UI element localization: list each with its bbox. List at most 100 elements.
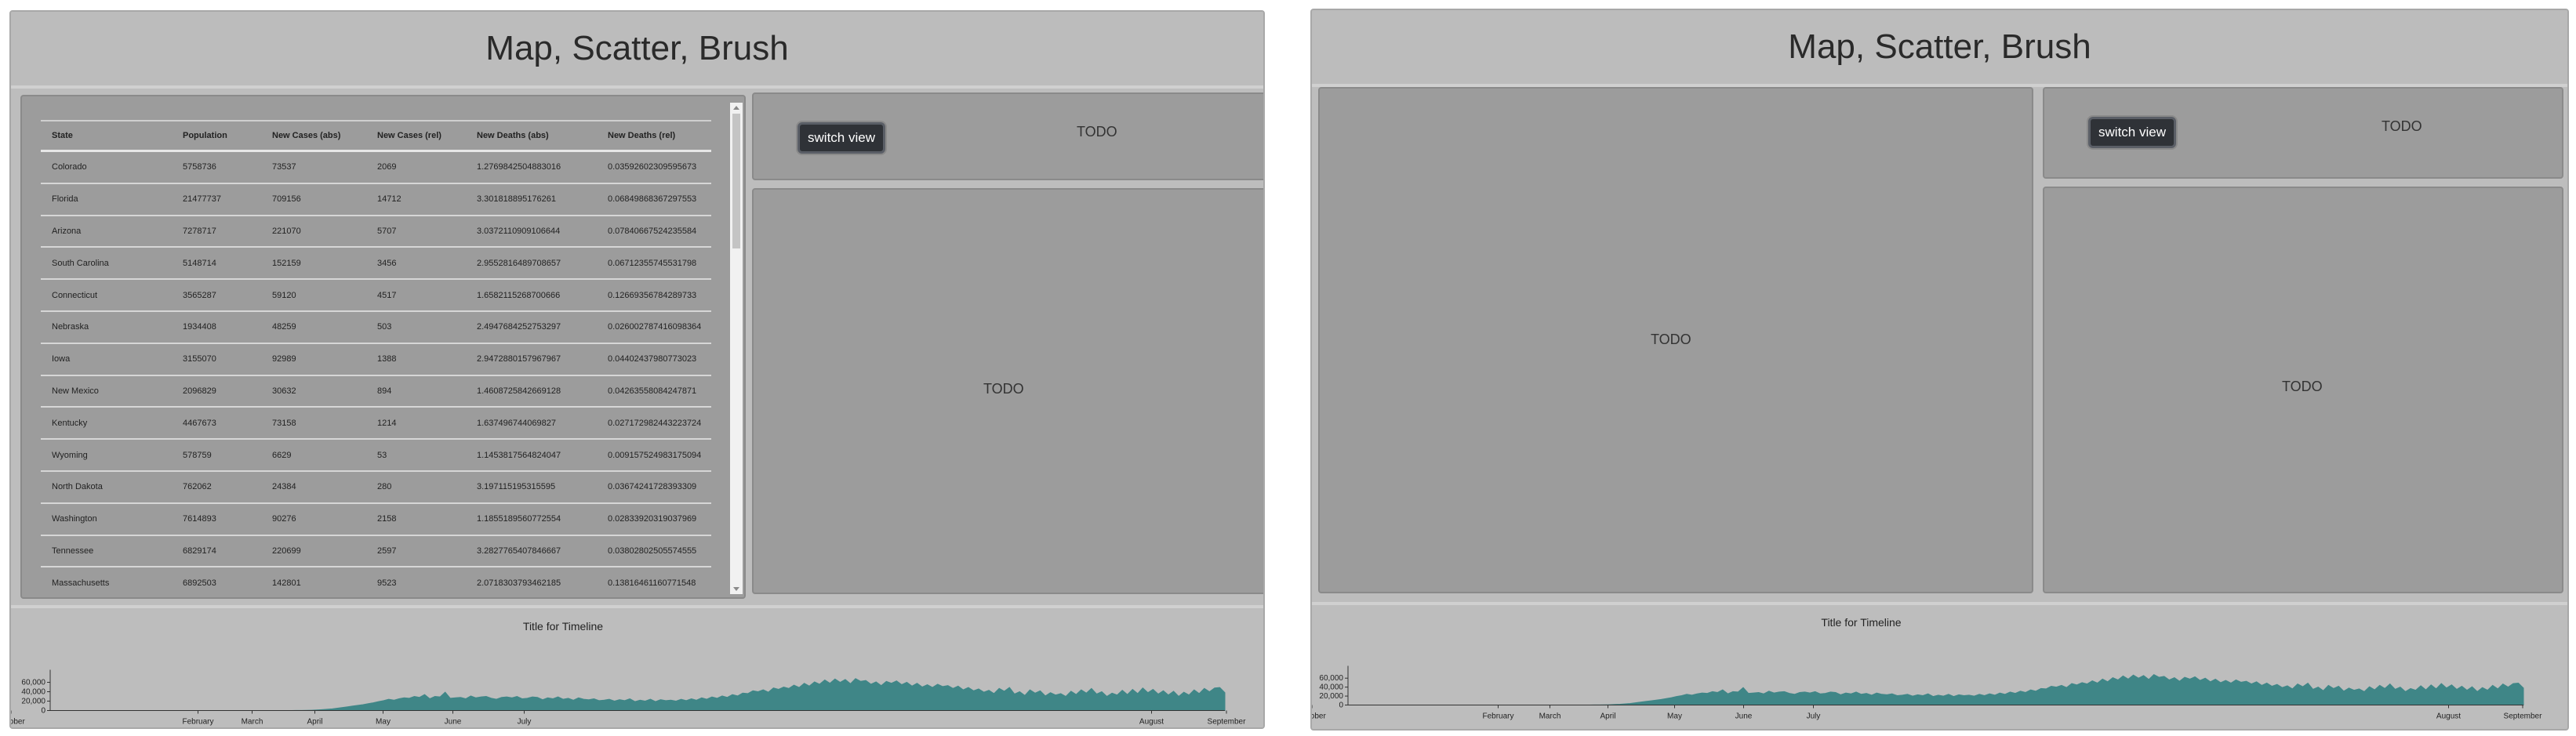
scrollbar-thumb[interactable] [732, 114, 740, 248]
x-tick-label: March [242, 718, 263, 727]
table-row[interactable]: Nebraska 1934408 48259 503 2.494768425275329… [41, 310, 711, 344]
cell-population: 1934408 [172, 310, 261, 344]
scroll-down-arrow-icon[interactable] [733, 587, 739, 591]
states-table-container[interactable]: State Population New Cases (abs) New Cas… [20, 95, 746, 599]
y-tick-label: 20,000 [21, 698, 45, 706]
cell-new-deaths-rel: 0.03802802505574555 [597, 535, 711, 568]
table-row[interactable]: Florida 21477737 709156 14712 3.301818895176… [41, 183, 711, 216]
cell-new-deaths-abs: 1.637496744069827 [466, 407, 597, 441]
cell-new-cases-rel: 1388 [366, 343, 466, 376]
x-tick-label: June [445, 718, 462, 727]
x-tick-label: October [11, 718, 25, 727]
cell-population: 762062 [172, 470, 261, 504]
table-row[interactable]: South Carolina 5148714 152159 3456 2.9552816… [41, 247, 711, 281]
cell-new-deaths-rel: 0.04402437980773023 [597, 343, 711, 376]
states-table: State Population New Cases (abs) New Cas… [41, 120, 711, 597]
switch-view-button-right[interactable]: switch view [2088, 117, 2176, 148]
table-body: Colorado 5758736 73537 2069 1.27698425048830… [41, 150, 711, 597]
cell-population: 3565287 [172, 279, 261, 312]
cell-new-cases-rel: 9523 [366, 567, 466, 597]
scatter-box[interactable]: TODO [752, 188, 1263, 594]
cell-new-cases-abs: 30632 [261, 375, 366, 408]
cell-new-cases-abs: 92989 [261, 343, 366, 376]
column-header-new-deaths-abs[interactable]: New Deaths (abs) [466, 120, 597, 152]
table-row[interactable]: Iowa 3155070 92989 1388 2.9472880157967967 0.… [41, 343, 711, 376]
cell-state: Colorado [41, 150, 172, 184]
cell-population: 4467673 [172, 407, 261, 441]
page-title-right: Map, Scatter, Brush [1312, 10, 2567, 87]
x-tick-label: September [2504, 712, 2543, 721]
table-row[interactable]: New Mexico 2096829 30632 894 1.4608725842669… [41, 375, 711, 408]
cell-new-cases-rel: 5707 [366, 215, 466, 248]
cell-new-deaths-abs: 3.0372110909106644 [466, 215, 597, 248]
switch-view-button[interactable]: switch view [798, 122, 885, 154]
cell-population: 6829174 [172, 535, 261, 568]
cell-population: 6892503 [172, 567, 261, 597]
y-tick-label: 40,000 [21, 688, 45, 697]
left-dashboard-panel: Map, Scatter, Brush State Population New… [9, 10, 1265, 729]
map-box[interactable]: TODO [1318, 87, 2033, 593]
cell-new-deaths-rel: 0.12669356784289733 [597, 279, 711, 312]
cell-state: North Dakota [41, 470, 172, 504]
x-tick-label: February [1482, 712, 1513, 721]
cell-state: New Mexico [41, 375, 172, 408]
cell-new-deaths-rel: 0.02833920319037969 [597, 502, 711, 536]
table-row[interactable]: Wyoming 578759 6629 53 1.1453817564824047 0.0… [41, 439, 711, 472]
cell-state: Nebraska [41, 310, 172, 344]
x-tick-label: October [1312, 712, 1326, 721]
page-title: Map, Scatter, Brush [11, 12, 1263, 89]
x-tick-label: March [1539, 712, 1561, 721]
cell-new-deaths-abs: 1.4608725842669128 [466, 375, 597, 408]
cell-new-deaths-rel: 0.04263558084247871 [597, 375, 711, 408]
table-scrollbar[interactable] [730, 103, 743, 594]
column-header-new-cases-abs[interactable]: New Cases (abs) [261, 120, 366, 152]
column-header-new-deaths-rel[interactable]: New Deaths (rel) [597, 120, 711, 152]
x-tick-label: August [1139, 718, 1164, 727]
scatter-todo-text: TODO [983, 381, 1024, 397]
cell-new-deaths-rel: 0.03674241728393309 [597, 470, 711, 504]
cell-new-cases-rel: 4517 [366, 279, 466, 312]
table-row[interactable]: Massachusetts 6892503 142801 9523 2.07183037… [41, 567, 711, 597]
scatter-box-right[interactable]: TODO [2043, 187, 2563, 593]
cell-state: Wyoming [41, 439, 172, 472]
y-tick-label: 40,000 [1319, 683, 1343, 692]
cell-new-deaths-abs: 1.1855189560772554 [466, 502, 597, 536]
y-tick-label: 0 [41, 707, 45, 716]
table-row[interactable]: Kentucky 4467673 73158 1214 1.63749674406982… [41, 407, 711, 441]
cell-state: Arizona [41, 215, 172, 248]
table-row[interactable]: North Dakota 762062 24384 280 3.197115195315… [41, 470, 711, 504]
table-row[interactable]: Tennessee 6829174 220699 2597 3.282776540784… [41, 535, 711, 568]
cell-new-deaths-rel: 0.06712355745531798 [597, 247, 711, 281]
timeline-section: Title for Timeline 0 20,000 40,000 60,000 Feb… [11, 605, 1263, 727]
table-row[interactable]: Connecticut 3565287 59120 4517 1.65821152687… [41, 279, 711, 312]
scroll-up-arrow-icon[interactable] [733, 106, 739, 110]
table-row[interactable]: Colorado 5758736 73537 2069 1.27698425048830… [41, 150, 711, 184]
cell-new-deaths-abs: 1.6582115268700666 [466, 279, 597, 312]
cell-new-cases-rel: 2069 [366, 150, 466, 184]
cell-new-deaths-abs: 2.4947684252753297 [466, 310, 597, 344]
column-header-population[interactable]: Population [172, 120, 261, 152]
cell-new-deaths-rel: 0.13816461160771548 [597, 567, 711, 597]
table-row[interactable]: Washington 7614893 90276 2158 1.185518956077… [41, 502, 711, 536]
cell-population: 578759 [172, 439, 261, 472]
table-row[interactable]: Arizona 7278717 221070 5707 3.03721109091066… [41, 215, 711, 248]
table-header-row: State Population New Cases (abs) New Cas… [41, 120, 711, 152]
cell-population: 7278717 [172, 215, 261, 248]
column-header-new-cases-rel[interactable]: New Cases (rel) [366, 120, 466, 152]
controls-box-right: switch view TODO [2043, 87, 2563, 179]
x-tick-label: September [1208, 718, 1247, 727]
cell-new-deaths-abs: 1.2769842504883016 [466, 150, 597, 184]
controls-box: switch view TODO [752, 92, 1263, 180]
cell-state: Florida [41, 183, 172, 216]
cell-new-deaths-rel: 0.009157524983175094 [597, 439, 711, 472]
column-header-state[interactable]: State [41, 120, 172, 152]
cell-state: Kentucky [41, 407, 172, 441]
controls-todo-text-right: TODO [2382, 118, 2422, 134]
cell-new-cases-rel: 280 [366, 470, 466, 504]
cell-state: Washington [41, 502, 172, 536]
timeline-area-series [1348, 673, 2524, 705]
cell-new-deaths-abs: 3.2827765407846667 [466, 535, 597, 568]
x-tick-label: May [1667, 712, 1682, 721]
